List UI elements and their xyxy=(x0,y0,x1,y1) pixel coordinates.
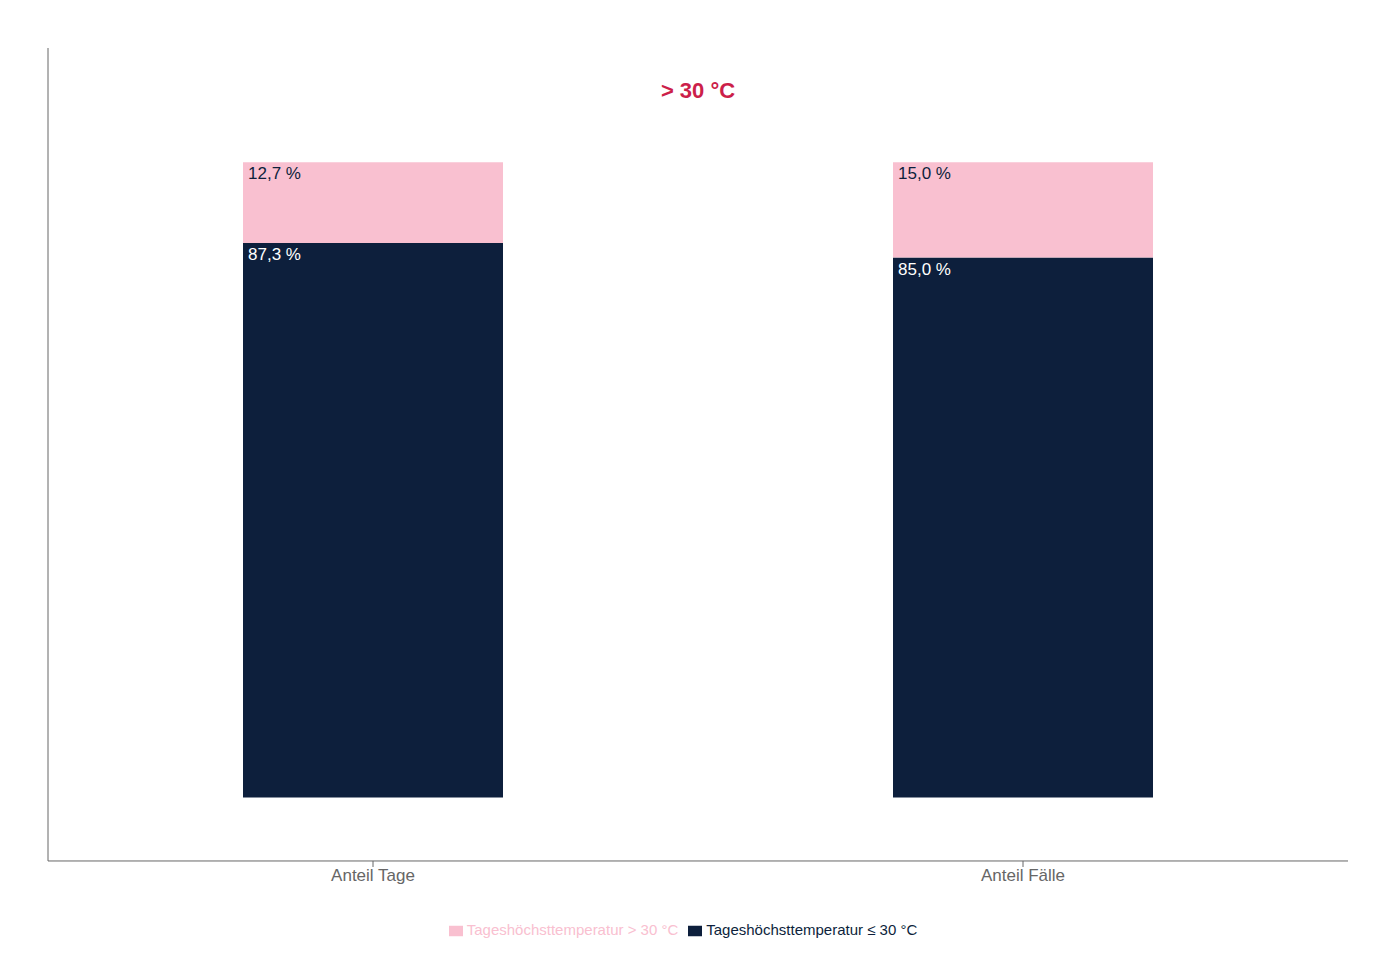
html-text:> 30 °C: > 30 °C xyxy=(660,78,736,103)
html-text:Tageshöchsttemperatur > 30 °C: Tageshöchsttemperatur > 30 °C xyxy=(466,921,679,938)
html-text:Tageshöchsttemperatur ≤ 30 °C: Tageshöchsttemperatur ≤ 30 °C xyxy=(706,921,918,938)
svg-text:Anteil Fälle: Anteil Fälle xyxy=(981,866,1065,885)
svg-text:12,7 %: 12,7 % xyxy=(248,164,301,183)
svg-text:15,0 %: 15,0 % xyxy=(898,164,951,183)
svg-text:85,0 %: 85,0 % xyxy=(898,260,951,279)
svg-text:87,3 %: 87,3 % xyxy=(248,245,301,264)
svg-text:Anteil Tage: Anteil Tage xyxy=(331,866,415,885)
